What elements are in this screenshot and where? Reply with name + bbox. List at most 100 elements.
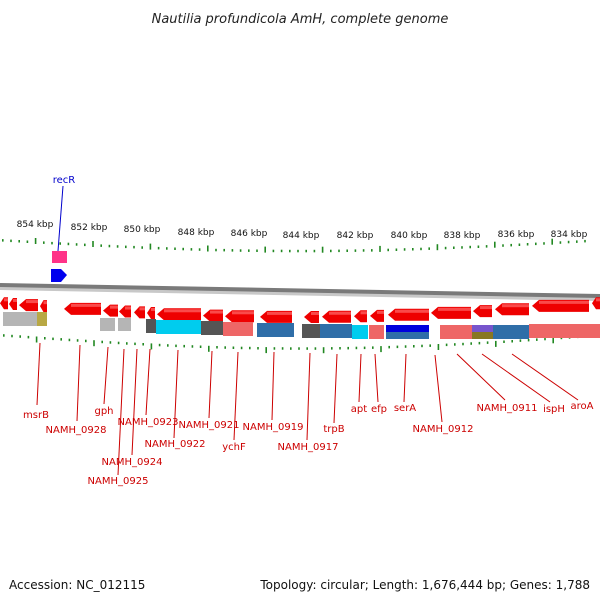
feature-block (3, 312, 47, 326)
gene-label-serA[interactable]: serA (394, 403, 416, 414)
tick-row-top (2, 238, 586, 253)
scale-tick (35, 336, 38, 343)
gene-label-NAMH_0912[interactable]: NAMH_0912 (413, 424, 474, 435)
scale-tick (527, 338, 530, 342)
feature-block (352, 325, 368, 339)
scale-tick (298, 347, 300, 350)
feature-block (472, 325, 493, 332)
gene-arrow-highlight (4, 298, 8, 302)
gene-label-efp[interactable]: efp (371, 404, 387, 415)
scale-tick (519, 339, 522, 342)
scale-tick (60, 338, 62, 341)
scale-tick (257, 347, 259, 350)
kbp-label: 834 kbp (551, 230, 588, 240)
scale-tick (133, 245, 135, 249)
kbp-label: 838 kbp (444, 231, 481, 241)
gene-label-NAMH_0922[interactable]: NAMH_0922 (145, 439, 206, 450)
scale-tick (413, 345, 415, 348)
scale-tick (503, 340, 505, 343)
scale-tick (511, 340, 513, 343)
scale-tick (453, 246, 455, 249)
scale-tick (536, 338, 538, 341)
scale-tick (141, 246, 143, 249)
scale-tick (26, 240, 29, 243)
scale-tick (313, 249, 316, 253)
scale-tick (281, 347, 284, 350)
kbp-label: 844 kbp (283, 231, 320, 241)
gene-label-msrB[interactable]: msrB (23, 410, 49, 421)
gene-recR[interactable] (51, 185, 67, 282)
scale-tick (379, 245, 381, 252)
scale-tick (305, 249, 307, 253)
scale-tick (27, 335, 30, 339)
gene-arrow-highlight (139, 307, 145, 311)
scale-tick (346, 249, 348, 252)
scale-tick (388, 345, 390, 349)
scale-tick (59, 242, 61, 245)
scale-tick (338, 249, 340, 253)
scale-tick (314, 347, 317, 350)
scale-tick (495, 340, 497, 347)
scale-tick (339, 347, 341, 350)
gene-label-NAMH_0928[interactable]: NAMH_0928 (46, 425, 107, 436)
gene-arrow-highlight (43, 301, 47, 305)
feature-block (386, 332, 429, 339)
gene-label-recR[interactable]: recR (53, 175, 76, 186)
scale-tick (68, 338, 71, 342)
gene-label-NAMH_0911[interactable]: NAMH_0911 (477, 403, 538, 414)
scale-tick (157, 246, 160, 250)
scale-tick (322, 347, 325, 354)
gene-label-ychF[interactable]: ychF (222, 442, 246, 453)
gene-label-line (57, 185, 64, 252)
gene-label-NAMH_0917[interactable]: NAMH_0917 (278, 442, 339, 453)
scale-tick (11, 334, 13, 338)
gene-label-NAMH_0923[interactable]: NAMH_0923 (118, 417, 179, 428)
scale-tick (149, 243, 152, 250)
feature-block (320, 324, 352, 338)
scale-tick (289, 249, 291, 253)
feature-track (3, 312, 600, 339)
gene-arrow-highlight (210, 310, 223, 314)
gene-label-trpB[interactable]: trpB (323, 424, 344, 435)
scale-tick (126, 342, 128, 345)
gene-arrow-highlight (502, 304, 529, 308)
feature-block (156, 320, 201, 334)
scale-tick (454, 343, 456, 346)
scale-tick (117, 341, 120, 345)
feature-block (201, 321, 223, 335)
scale-tick (142, 343, 144, 346)
scale-tick (477, 245, 480, 248)
accession-text: Accession: NC_012115 (9, 578, 146, 592)
scale-tick (190, 248, 193, 251)
gene-arrow-highlight (360, 311, 367, 315)
gene-label-gph[interactable]: gph (94, 406, 113, 417)
scale-tick (306, 347, 308, 350)
scale-tick (85, 339, 87, 343)
gene-label-ispH[interactable]: ispH (543, 404, 565, 415)
scale-tick (445, 343, 448, 347)
gene-label-NAMH_0921[interactable]: NAMH_0921 (179, 420, 240, 431)
gene-label-NAMH_0925[interactable]: NAMH_0925 (88, 476, 149, 487)
feature-block (369, 325, 384, 339)
feature-block (493, 325, 529, 339)
gene-arrow-highlight (377, 310, 384, 314)
gene-arrow-highlight (110, 305, 118, 309)
feature-block (223, 322, 253, 336)
feature-block (257, 323, 294, 337)
scale-tick (403, 248, 406, 251)
scale-tick (510, 243, 512, 247)
scale-tick (420, 247, 422, 251)
gene-label-NAMH_0919[interactable]: NAMH_0919 (243, 422, 304, 433)
gene-label-NAMH_0924[interactable]: NAMH_0924 (102, 457, 163, 468)
map-title: Nautilia profundicola AmH, complete geno… (152, 12, 449, 27)
scale-tick (19, 335, 21, 338)
gene-label-apt[interactable]: apt (351, 404, 367, 415)
feature-block (37, 312, 47, 326)
scale-tick (380, 346, 382, 353)
gene-arrow-highlight (438, 307, 471, 311)
gene-label-aroA[interactable]: aroA (571, 401, 594, 412)
scale-tick (239, 249, 242, 252)
scale-tick (134, 342, 136, 346)
gene-arrow-highlight (71, 303, 101, 307)
